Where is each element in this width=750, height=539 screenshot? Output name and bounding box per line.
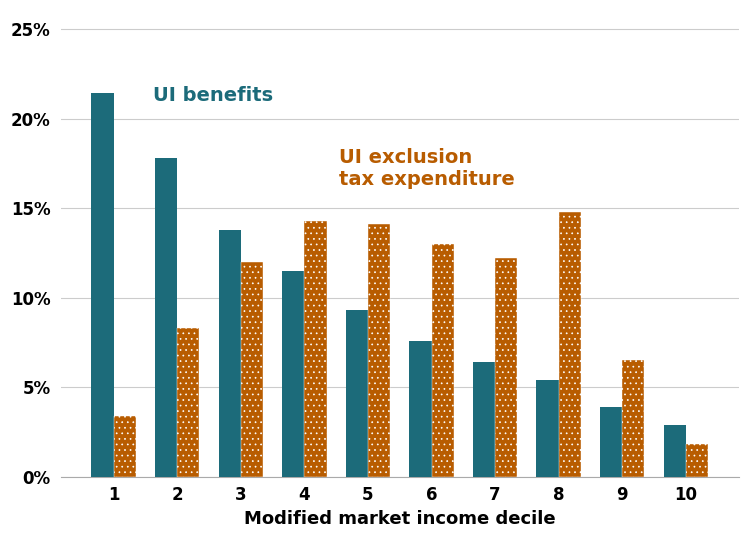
Bar — [177, 328, 200, 476]
Text: UI exclusion
tax expenditure: UI exclusion tax expenditure — [339, 148, 515, 189]
Bar — [559, 212, 581, 476]
Bar — [92, 93, 114, 476]
X-axis label: Modified market income decile: Modified market income decile — [244, 510, 556, 528]
Bar — [155, 158, 177, 476]
Bar — [241, 262, 263, 476]
Bar — [536, 380, 559, 476]
Bar — [304, 220, 327, 476]
Bar — [431, 244, 454, 476]
Bar — [495, 258, 517, 476]
Text: UI benefits: UI benefits — [153, 86, 273, 105]
Bar — [622, 360, 644, 476]
Bar — [686, 444, 708, 476]
Bar — [368, 224, 390, 476]
Bar — [218, 230, 241, 476]
Bar — [600, 407, 622, 476]
Bar — [472, 362, 495, 476]
Bar — [410, 341, 431, 476]
Bar — [664, 425, 686, 476]
Bar — [282, 271, 304, 476]
Bar — [114, 416, 136, 476]
Bar — [346, 310, 368, 476]
